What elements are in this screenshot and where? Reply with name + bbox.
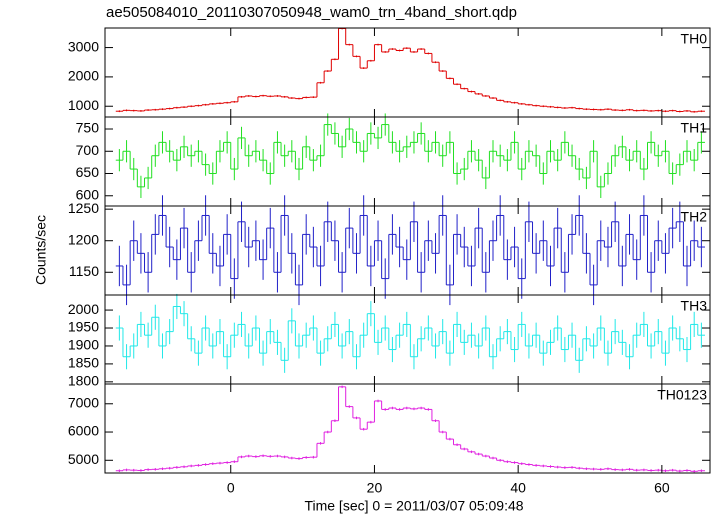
y-tick-label: 650 xyxy=(76,164,100,180)
panel-frame xyxy=(104,116,711,207)
y-tick-label: 750 xyxy=(76,120,100,136)
y-tick-label: 700 xyxy=(76,142,100,158)
y-tick-label: 2000 xyxy=(68,68,99,84)
y-tick-label: 6000 xyxy=(68,423,99,439)
x-tick-label: 20 xyxy=(367,480,383,496)
y-tick-label: 1800 xyxy=(68,373,99,389)
x-axis-label: Time [sec] 0 = 2011/03/07 05:09:48 xyxy=(304,498,523,514)
y-tick-label: 1000 xyxy=(68,97,99,113)
y-tick-label: 1900 xyxy=(68,337,99,353)
chart-title: ae505084010_20110307050948_wam0_trn_4ban… xyxy=(106,4,517,21)
panel-label: TH2 xyxy=(681,209,708,225)
y-tick-label: 2000 xyxy=(68,301,99,317)
panel-label: TH1 xyxy=(681,120,708,136)
y-tick-label: 1850 xyxy=(68,355,99,371)
y-tick-label: 1950 xyxy=(68,319,99,335)
y-tick-label: 3000 xyxy=(68,38,99,54)
y-tick-label: 7000 xyxy=(68,394,99,410)
y-tick-label: 5000 xyxy=(68,451,99,467)
panel-frame xyxy=(104,294,711,385)
x-tick-label: 0 xyxy=(227,480,235,496)
panel-label: TH0123 xyxy=(657,387,707,403)
y-tick-label: 1200 xyxy=(68,231,99,247)
panel-label: TH3 xyxy=(681,298,708,314)
panel-frame xyxy=(104,27,711,118)
panel-frame xyxy=(104,383,711,474)
panel-label: TH0 xyxy=(681,31,708,47)
x-tick-label: 60 xyxy=(654,480,670,496)
y-tick-label: 600 xyxy=(76,186,100,202)
y-tick-label: 1250 xyxy=(68,200,99,216)
y-axis-label: Counts/sec xyxy=(33,215,49,285)
x-tick-label: 40 xyxy=(510,480,526,496)
panel-frame xyxy=(104,205,711,296)
y-tick-label: 1150 xyxy=(69,263,99,279)
